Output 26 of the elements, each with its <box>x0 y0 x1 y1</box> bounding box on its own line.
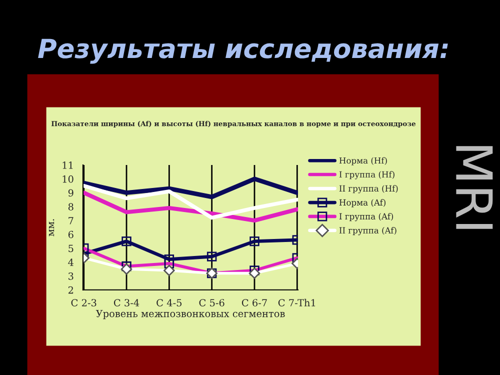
y-tick-label: 11 <box>62 161 73 169</box>
y-tick-label: 2 <box>68 286 74 294</box>
x-axis-title: Уровень межпозвонковых сегментов <box>96 310 285 320</box>
legend-label: II группа (Af) <box>339 227 396 236</box>
legend-label: Норма (Af) <box>339 199 386 208</box>
legend-label: Норма (Hf) <box>339 157 387 166</box>
x-tick-label: C 2-3 <box>71 299 96 306</box>
x-tick-label: C 5-6 <box>199 299 224 306</box>
y-axis-title: мм. <box>48 219 54 236</box>
x-tick-label: C 3-4 <box>114 299 140 306</box>
y-tick-label: 10 <box>62 175 74 183</box>
y-tick-label: 7 <box>68 217 74 224</box>
x-tick-label: C 6-7 <box>242 299 267 306</box>
y-tick-label: 3 <box>68 272 74 280</box>
legend-label: I группа (Hf) <box>339 171 394 180</box>
x-tick-label: C 4-5 <box>156 299 182 306</box>
x-tick-label: C 7-Th1 <box>278 298 316 306</box>
legend-label: II группа (Hf) <box>339 185 398 194</box>
y-tick-label: 9 <box>68 189 74 197</box>
y-tick-label: 4 <box>68 258 74 266</box>
text: MRI <box>456 146 493 229</box>
text: Результаты исследования: <box>38 38 448 64</box>
legend-label: I группа (Af) <box>339 213 394 222</box>
y-tick-label: 8 <box>68 203 74 210</box>
y-tick-label: 5 <box>68 244 74 252</box>
y-tick-label: 6 <box>68 230 74 238</box>
